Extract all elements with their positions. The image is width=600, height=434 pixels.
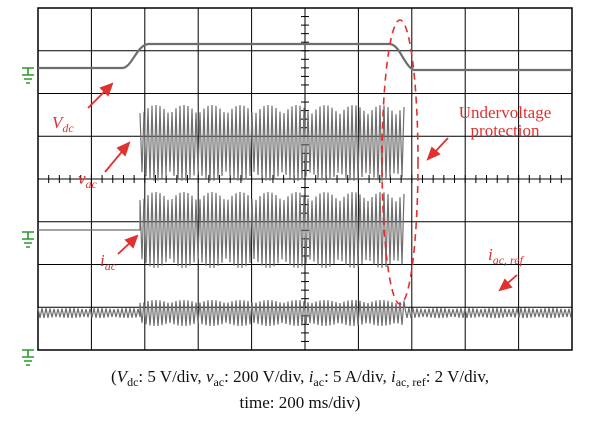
waveforms [37,42,572,327]
vdc-label: Vdc [52,113,74,135]
iacref-label: iac, ref [488,245,525,267]
vac-trace [139,104,405,182]
protection-label: protection [471,121,540,140]
caption-line: time: 200 ms/div) [240,393,361,412]
ground-markers [22,67,34,366]
scope-grid [37,7,573,351]
iacref-trace [37,299,572,327]
protection-label: Undervoltage [459,103,552,122]
caption-line: (Vdc: 5 V/div, vac: 200 V/div, iac: 5 A/… [111,367,489,389]
protection-ellipse [381,19,419,305]
vac-label: vac [78,169,98,191]
arrows [87,82,518,292]
iac-trace [38,191,405,269]
iac-label: iac [100,251,117,273]
vdc-trace [38,42,572,72]
